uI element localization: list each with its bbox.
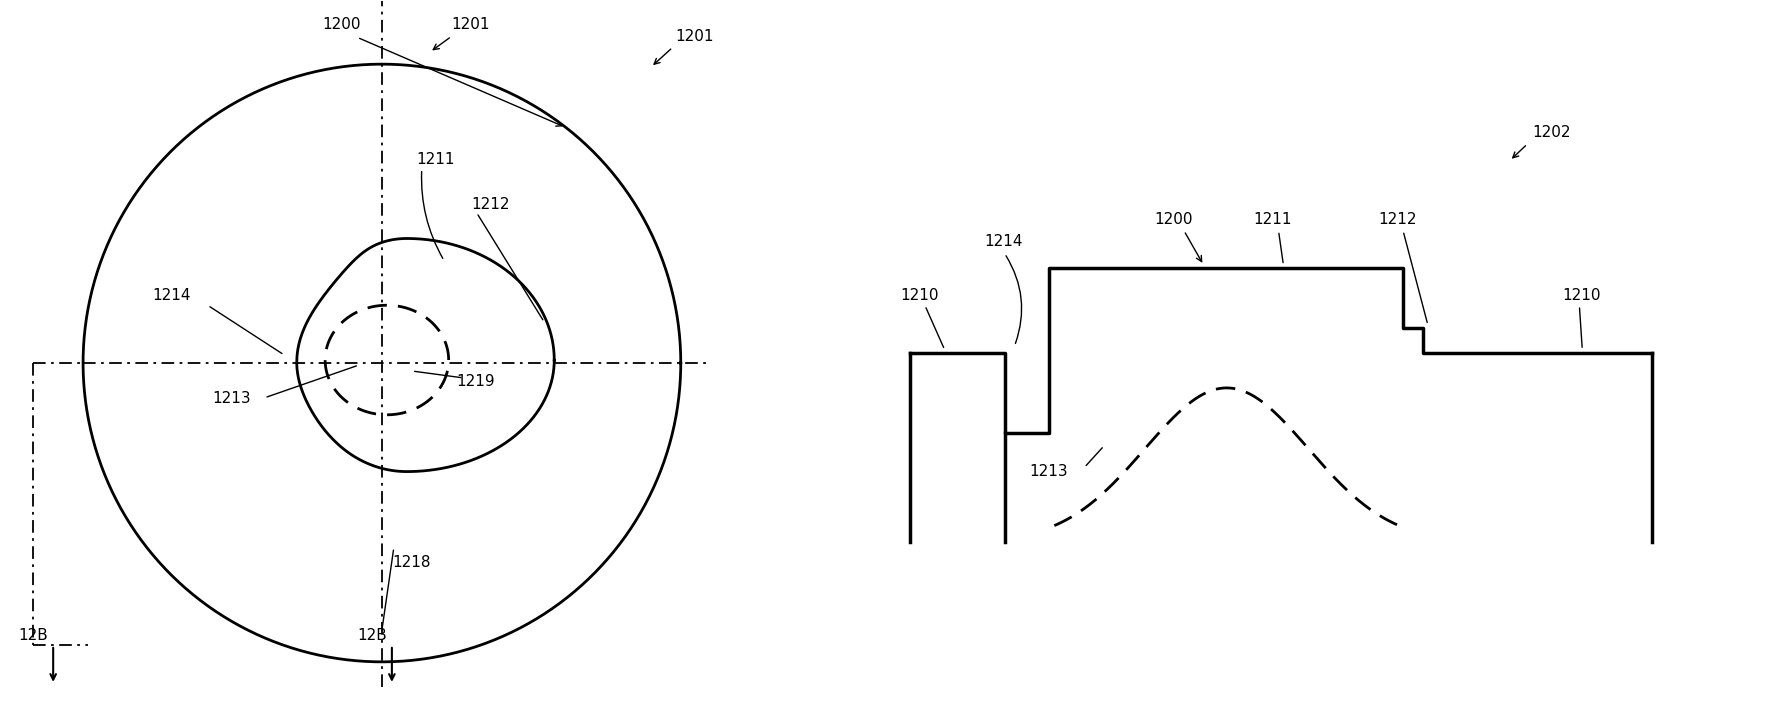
Text: 1212: 1212: [1377, 212, 1416, 226]
Text: 1214: 1214: [154, 288, 191, 304]
Text: 1211: 1211: [417, 151, 456, 167]
Text: 12B: 12B: [357, 628, 387, 643]
Text: 1200: 1200: [1153, 212, 1192, 226]
Text: 1202: 1202: [1533, 125, 1572, 140]
Text: 1213: 1213: [1030, 464, 1068, 478]
Text: 1200: 1200: [321, 17, 360, 32]
Text: 1210: 1210: [1563, 288, 1602, 304]
Text: 1212: 1212: [472, 197, 510, 212]
Text: 1218: 1218: [392, 555, 431, 570]
Text: 1210: 1210: [901, 288, 938, 304]
Text: 1219: 1219: [457, 374, 494, 389]
Text: 1201: 1201: [452, 17, 491, 32]
Text: 1214: 1214: [985, 234, 1023, 250]
Text: 12B: 12B: [18, 628, 48, 643]
Text: 1213: 1213: [212, 391, 251, 405]
Text: 1201: 1201: [676, 29, 713, 44]
Text: 1211: 1211: [1254, 212, 1293, 226]
